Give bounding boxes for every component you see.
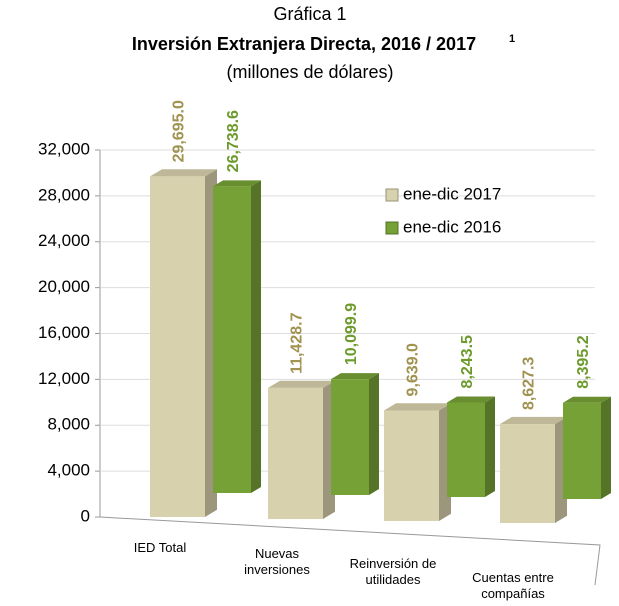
legend-label: ene-dic 2017 xyxy=(403,184,501,203)
chart-title: Inversión Extranjera Directa, 2016 / 201… xyxy=(132,34,476,54)
floor xyxy=(99,516,601,586)
bar xyxy=(268,387,323,519)
data-label: 9,639.0 xyxy=(405,343,422,396)
y-tick-label: 32,000 xyxy=(38,139,90,158)
data-label: 8,243.5 xyxy=(459,335,476,388)
data-label: 11,428.7 xyxy=(289,312,306,374)
bar-top xyxy=(268,380,335,388)
data-label: 8,627.3 xyxy=(521,357,538,410)
bar-side xyxy=(369,373,379,495)
y-tick-label: 28,000 xyxy=(38,185,90,204)
bar xyxy=(563,402,601,499)
data-label: 8,395.2 xyxy=(575,335,592,388)
legend-swatch xyxy=(385,221,399,235)
y-tick-label: 0 xyxy=(81,506,90,525)
y-tick-label: 24,000 xyxy=(38,231,90,250)
bar xyxy=(331,379,369,495)
chart-title-top: Gráfica 1 xyxy=(273,4,346,24)
x-tick-label: IED Total xyxy=(133,540,187,555)
bar-top xyxy=(213,180,261,187)
bar-top xyxy=(500,416,567,425)
chart-subtitle: (millones de dólares) xyxy=(226,62,393,82)
x-tick-label: Nuevas inversiones xyxy=(244,546,310,577)
bar xyxy=(150,176,205,517)
bar xyxy=(447,402,485,497)
bar-top xyxy=(563,396,611,403)
bar-side xyxy=(485,396,495,497)
y-tick-label: 20,000 xyxy=(38,277,90,296)
bar-side xyxy=(251,180,261,493)
bar xyxy=(213,186,251,493)
y-tick-label: 16,000 xyxy=(38,323,90,342)
data-label: 26,738.6 xyxy=(225,110,242,172)
bar xyxy=(384,410,439,521)
data-label: 10,099.9 xyxy=(343,303,360,365)
bar xyxy=(500,424,555,523)
bar-top xyxy=(384,403,451,411)
y-tick-label: 4,000 xyxy=(47,461,90,480)
bar-side xyxy=(601,396,611,499)
bar-top xyxy=(331,373,379,380)
x-tick-label: Cuentas entre compañías xyxy=(472,570,554,601)
legend-swatch xyxy=(385,188,399,202)
y-tick-label: 8,000 xyxy=(47,415,90,434)
bar-top xyxy=(150,169,217,177)
x-tick-label: Reinversión de utilidades xyxy=(349,556,437,587)
data-label: 29,695.0 xyxy=(171,100,188,162)
legend-label: ene-dic 2016 xyxy=(403,217,501,236)
y-tick-label: 12,000 xyxy=(38,369,90,388)
bar-top xyxy=(447,396,495,403)
title-note: 1 xyxy=(509,33,515,45)
